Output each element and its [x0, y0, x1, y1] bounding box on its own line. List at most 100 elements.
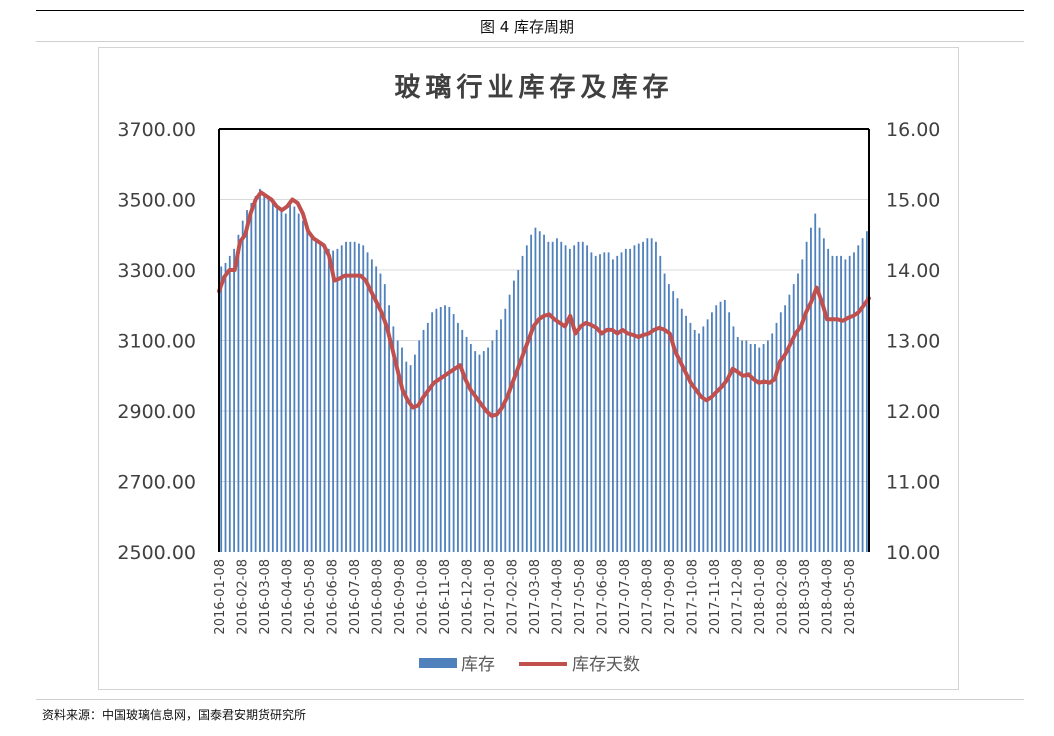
inventory-bar — [560, 241, 563, 553]
x-tick-label: 2017-05-08 — [573, 559, 588, 635]
inventory-bar — [439, 307, 442, 552]
inventory-bar — [250, 203, 253, 552]
inventory-bar — [237, 234, 240, 552]
x-tick-label: 2017-07-08 — [618, 559, 633, 635]
y-right-tick-label: 10.00 — [886, 542, 940, 564]
inventory-bar — [267, 195, 270, 552]
x-tick-label: 2016-02-08 — [235, 559, 250, 635]
inventory-bar — [525, 245, 528, 552]
x-tick-label: 2016-07-08 — [348, 559, 363, 635]
inventory-bar — [779, 312, 782, 552]
source-rule — [36, 699, 1024, 700]
inventory-bar — [469, 344, 472, 552]
x-tick-label: 2017-08-08 — [640, 559, 655, 635]
y-left-tick-label: 2700.00 — [117, 472, 196, 494]
inventory-bar — [482, 351, 485, 552]
inventory-bar — [500, 319, 502, 552]
inventory-bar — [693, 329, 696, 552]
inventory-bar — [667, 284, 670, 552]
inventory-bar — [840, 255, 842, 552]
inventory-bar — [495, 329, 498, 552]
inventory-bar — [362, 245, 365, 552]
inventory-bar — [865, 231, 868, 552]
inventory-bar — [831, 255, 834, 552]
inventory-bar — [736, 336, 739, 552]
figure-title: 图 4 库存周期 — [479, 18, 575, 36]
inventory-bar — [564, 245, 567, 552]
x-tick-label: 2016-05-08 — [303, 559, 318, 635]
inventory-bar — [370, 259, 373, 552]
inventory-bar — [676, 298, 679, 552]
inventory-bar — [835, 255, 838, 552]
y-left-tick-label: 2900.00 — [117, 401, 196, 423]
chart-svg: 玻璃行业库存及库存 3700.00 3500.00 3300.00 3100.00 290… — [117, 72, 940, 675]
inventory-bar — [306, 227, 309, 552]
inventory-bar — [336, 248, 339, 552]
x-tick-label: 2016-11-08 — [438, 559, 453, 635]
inventory-bar — [810, 227, 812, 552]
inventory-bar — [577, 241, 580, 553]
x-tick-label: 2018-03-08 — [798, 559, 813, 635]
inventory-bar — [293, 206, 296, 553]
inventory-bar — [379, 273, 382, 552]
inventory-bar — [857, 245, 860, 552]
inventory-bar — [487, 347, 489, 552]
inventory-bar — [624, 248, 627, 552]
inventory-bar — [414, 354, 416, 552]
x-tick-label: 2016-04-08 — [280, 559, 295, 635]
x-tick-label: 2017-12-08 — [730, 559, 745, 635]
top-rule — [36, 10, 1024, 11]
inventory-bar — [745, 340, 748, 552]
inventory-bar — [590, 252, 593, 552]
inventory-bar — [792, 284, 795, 552]
inventory-bar — [784, 305, 787, 552]
inventory-bar — [633, 245, 636, 552]
y-right-tick-label: 16.00 — [886, 119, 940, 141]
inventory-bar — [233, 248, 236, 552]
inventory-bar — [719, 301, 722, 552]
inventory-bar — [375, 266, 378, 552]
inventory-bar — [491, 340, 494, 552]
x-tick-label: 2017-11-08 — [708, 559, 723, 635]
inventory-bar — [521, 255, 524, 552]
inventory-bar — [289, 203, 291, 552]
inventory-bar — [508, 294, 511, 552]
inventory-bar — [340, 245, 343, 552]
source-note: 资料来源：中国玻璃信息网，国泰君安期货研究所 — [42, 708, 307, 722]
inventory-bar — [620, 252, 623, 552]
legend-label-inventory-days: 库存天数 — [572, 655, 640, 675]
inventory-bar — [706, 319, 709, 552]
inventory-bar — [754, 344, 756, 552]
x-tick-label: 2017-10-08 — [685, 559, 700, 635]
inventory-bar — [461, 329, 464, 552]
y-left-tick-label: 3100.00 — [117, 331, 196, 353]
inventory-bar — [788, 294, 791, 552]
inventory-bar — [771, 333, 774, 552]
inventory-bar — [332, 250, 335, 553]
x-tick-label: 2017-01-08 — [483, 559, 498, 635]
y-right-tick-label: 15.00 — [886, 190, 940, 212]
inventory-days-line — [217, 190, 871, 418]
inventory-bar — [392, 326, 395, 552]
inventory-bar — [534, 227, 537, 552]
inventory-bar — [551, 241, 554, 553]
x-tick-label: 2016-10-08 — [415, 559, 430, 635]
inventory-bar — [241, 220, 244, 552]
inventory-bar — [728, 312, 731, 552]
x-tick-label: 2017-04-08 — [550, 559, 565, 635]
inventory-bar — [594, 255, 597, 552]
inventory-bar — [220, 266, 223, 552]
x-tick-label: 2016-06-08 — [325, 559, 340, 635]
inventory-bar — [650, 238, 653, 552]
inventory-bar — [616, 255, 619, 552]
inventory-bar — [568, 248, 571, 552]
inventory-bar — [642, 241, 644, 553]
inventory-bar — [663, 273, 666, 552]
x-tick-label: 2016-01-08 — [213, 559, 228, 635]
inventory-bar — [698, 333, 700, 552]
inventory-bar — [383, 284, 386, 552]
inventory-bar — [314, 241, 317, 553]
inventory-bar — [418, 340, 421, 552]
inventory-bar — [629, 248, 632, 552]
chart-title: 玻璃行业库存及库存 — [394, 72, 673, 103]
